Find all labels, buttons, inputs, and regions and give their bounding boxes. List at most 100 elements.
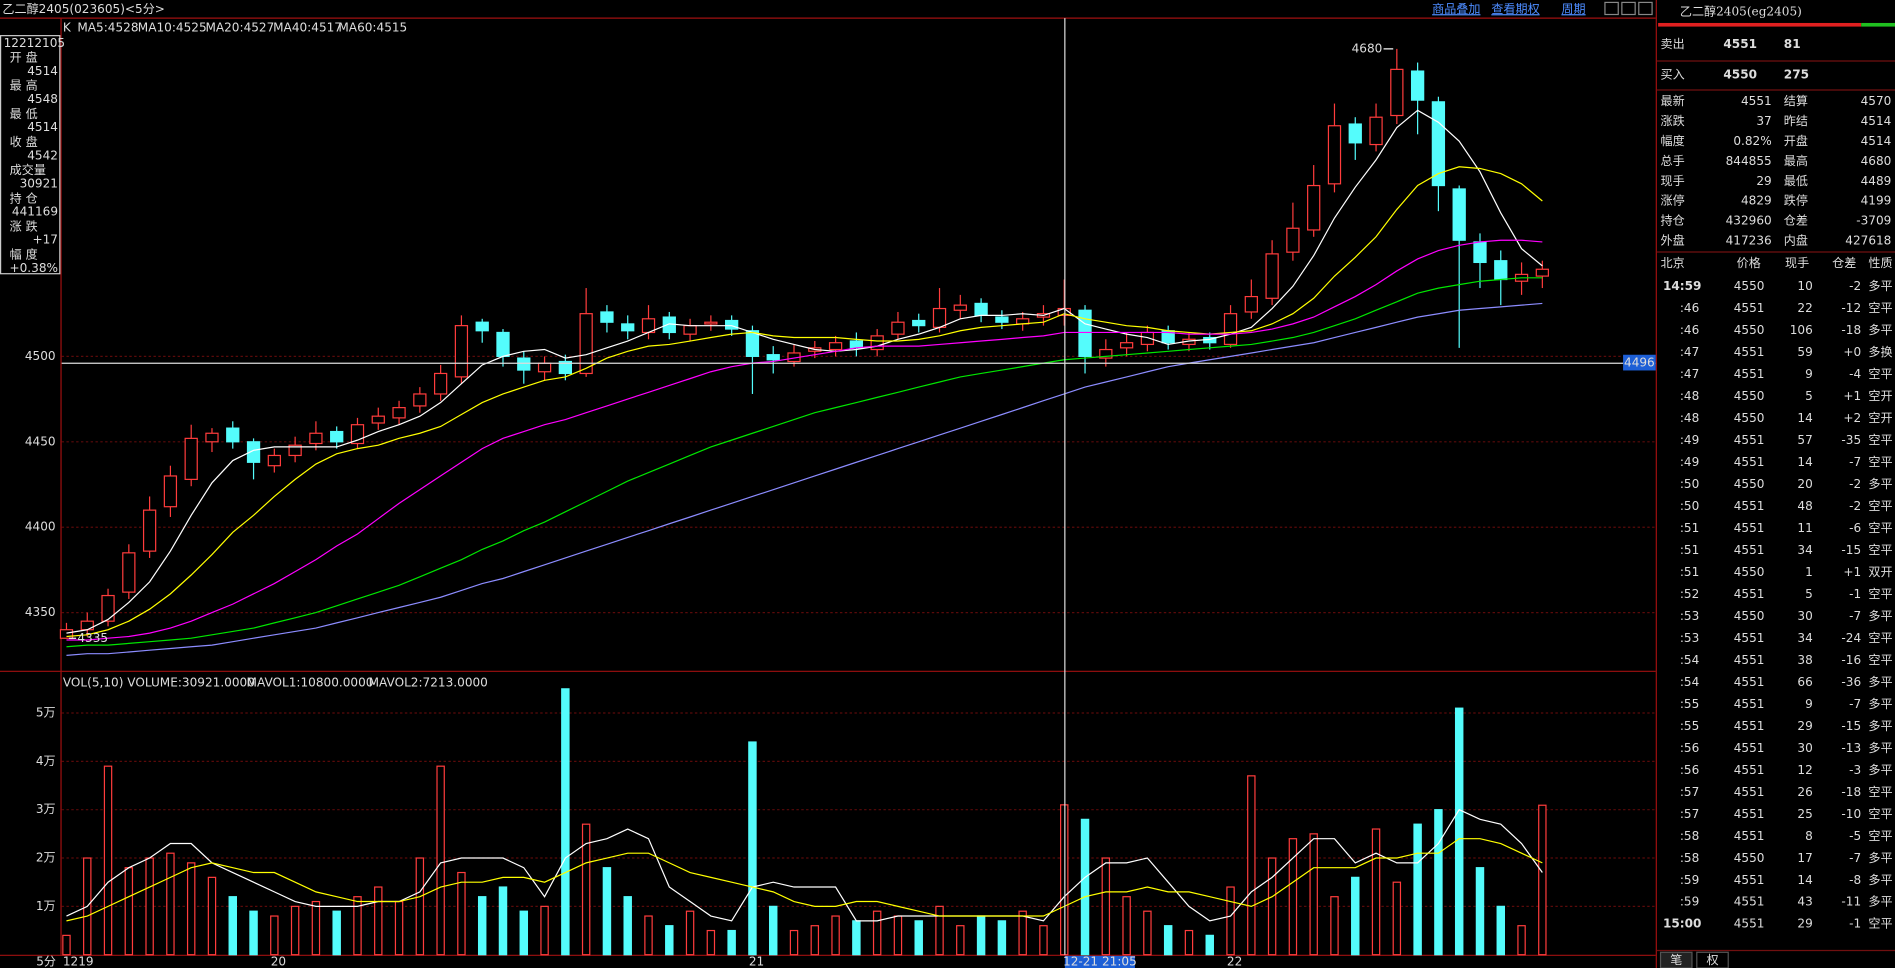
volume-bar [1475,867,1485,956]
trade-volume: 14 [1797,411,1812,425]
tab-label[interactable]: 权 [1706,953,1718,967]
volume-bar [810,925,820,956]
candle-body [1390,68,1404,117]
trade-price: 4551 [1734,587,1765,601]
trade-volume: 12 [1797,763,1812,777]
trade-price: 4551 [1734,367,1765,381]
x-tick-label: 1219 [63,954,94,968]
volume-bar [976,915,986,956]
volume-bar [956,925,965,956]
quote-value: 4514 [1861,114,1892,128]
trade-time: :51 [1680,521,1699,535]
y-tick-label: 4400 [25,520,56,534]
candle-body [1286,227,1300,253]
trade-nature: 空平 [1868,499,1892,513]
trade-oi-change: -7 [1849,455,1861,469]
trade-price: 4551 [1734,895,1765,909]
trade-time: :48 [1680,411,1699,425]
y-tick-label: 4350 [25,605,56,619]
trade-oi-change: -36 [1841,675,1861,689]
trade-volume: 14 [1797,873,1812,887]
trade-price: 4550 [1734,609,1765,623]
volume-bar [540,905,549,956]
quote-title: 乙二醇2405(eg2405) [1680,4,1802,19]
quote-label: 昨结 [1784,114,1808,128]
candle-body [184,437,198,480]
tab[interactable] [1696,951,1729,968]
info-label: 幅 度 [10,247,38,262]
tab[interactable] [1659,951,1693,968]
trade-nature: 空平 [1868,917,1892,931]
trade-oi-change: -2 [1849,499,1861,513]
candle-body [288,444,302,457]
trade-volume: 26 [1797,785,1812,799]
volume-bar [332,910,341,956]
ma-line [66,277,1543,648]
candle-body [1473,241,1487,264]
volume-bar [270,915,279,956]
quote-label: 幅度 [1661,133,1685,148]
quote-label: 涨停 [1661,193,1685,208]
quote-label: 仓差 [1784,214,1808,228]
trade-price: 4550 [1734,851,1765,865]
trade-volume: 34 [1797,631,1812,645]
candle-body [974,302,988,316]
trade-price: 4551 [1734,917,1765,931]
volume-ma-line [66,808,1543,922]
trade-nature: 空开 [1868,389,1892,403]
trade-price: 4551 [1734,873,1765,887]
info-label: 成交量 [10,162,46,177]
toolbar-link[interactable]: 商品叠加 [1432,1,1480,16]
candle-body [537,362,552,373]
quote-value: 4680 [1861,154,1892,168]
trade-volume: 30 [1797,609,1812,623]
trade-oi-change: -7 [1849,609,1861,623]
quote-value: 427618 [1845,234,1891,248]
high-annotation: 4680 [1352,41,1383,55]
candle-body [371,415,385,424]
candle-body [413,393,427,407]
volume-bar [1018,910,1027,956]
y-tick-label: 2万 [36,851,56,865]
volume-bar [872,910,882,956]
trade-volume: 25 [1797,807,1812,821]
icon[interactable] [1604,1,1619,16]
trade-time: :51 [1680,543,1699,557]
candle-body [683,325,697,335]
candle-body [330,430,344,443]
candle-body [246,441,261,463]
icon[interactable] [1638,1,1653,16]
trade-price: 4550 [1734,565,1765,579]
volume-bar [561,688,570,956]
volume-bar [1413,823,1422,956]
bid-volume: 275 [1784,67,1809,81]
quote-label: 开盘 [1784,133,1808,148]
trade-volume: 57 [1797,433,1812,447]
volume-bar [1163,925,1173,956]
toolbar-link[interactable]: 周期 [1561,2,1585,16]
trade-nature: 多平 [1868,763,1892,777]
volume-bar [1330,896,1339,956]
volume-bar [1205,934,1214,956]
candle-body [1327,125,1342,185]
trade-nature: 空平 [1868,301,1892,315]
quote-label: 跌停 [1784,193,1808,208]
low-annotation: 4335 [77,631,108,645]
info-value: 441169 [12,205,58,219]
x-tick-label: 22 [1227,954,1242,968]
candle-body [704,321,718,325]
tab-label[interactable]: 笔 [1670,952,1682,967]
toolbar-link[interactable]: 查看期权 [1491,2,1539,16]
trade-oi-change: -35 [1841,433,1861,447]
quote-value: 37 [1756,114,1771,128]
trade-volume: 66 [1797,675,1812,689]
y-tick-label: 4500 [25,349,56,363]
candle-body [579,313,593,375]
icon[interactable] [1621,1,1636,16]
trade-time: :57 [1680,785,1699,799]
ma-line [66,239,1543,641]
trade-time: :55 [1680,697,1699,711]
trade-nature: 空平 [1868,653,1892,667]
trade-oi-change: -1 [1849,917,1861,931]
